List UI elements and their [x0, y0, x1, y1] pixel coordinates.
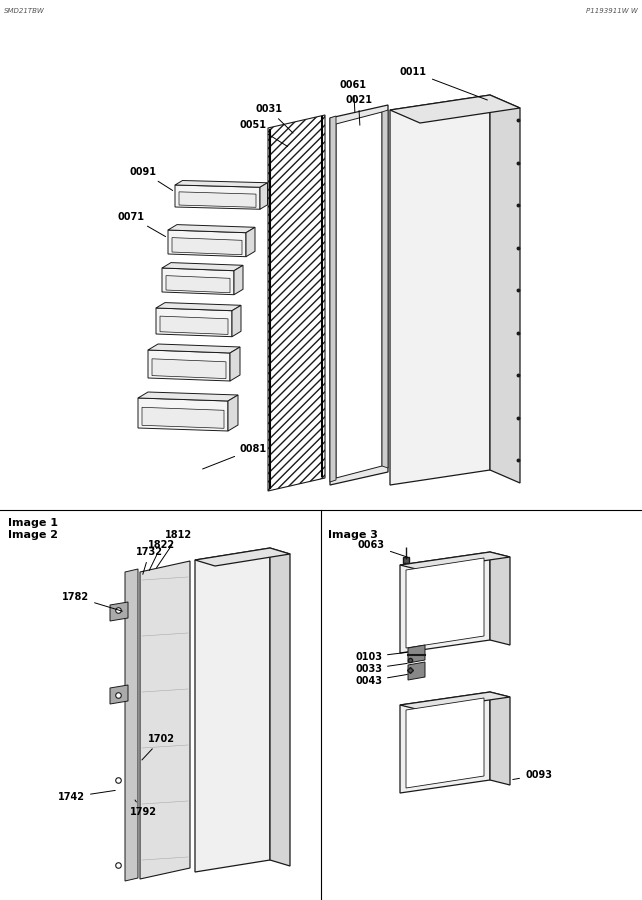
- Polygon shape: [400, 552, 490, 653]
- Text: SMD21TBW: SMD21TBW: [4, 8, 45, 14]
- Polygon shape: [246, 228, 255, 256]
- Polygon shape: [260, 183, 268, 210]
- Polygon shape: [152, 359, 226, 379]
- Polygon shape: [138, 398, 228, 431]
- Polygon shape: [268, 115, 325, 491]
- Text: 0061: 0061: [340, 80, 367, 112]
- Polygon shape: [234, 266, 243, 294]
- Polygon shape: [148, 350, 230, 381]
- Text: 0103: 0103: [355, 652, 407, 662]
- Polygon shape: [166, 275, 230, 292]
- Polygon shape: [490, 552, 510, 645]
- Polygon shape: [148, 344, 240, 353]
- Text: P1193911W W: P1193911W W: [586, 8, 638, 14]
- Polygon shape: [490, 95, 520, 483]
- Text: 0051: 0051: [240, 120, 288, 147]
- Polygon shape: [125, 569, 138, 881]
- Polygon shape: [140, 561, 190, 879]
- Polygon shape: [162, 263, 243, 271]
- Polygon shape: [179, 192, 256, 207]
- Polygon shape: [400, 552, 510, 570]
- Polygon shape: [408, 662, 425, 680]
- Text: 0081: 0081: [203, 444, 267, 469]
- Text: 0063: 0063: [358, 540, 408, 557]
- Text: 0011: 0011: [400, 67, 487, 100]
- Text: Image 1: Image 1: [8, 518, 58, 528]
- Polygon shape: [390, 95, 520, 123]
- Text: 1822: 1822: [148, 540, 175, 571]
- Text: Image 3: Image 3: [328, 530, 378, 540]
- Polygon shape: [110, 602, 128, 621]
- Polygon shape: [400, 692, 490, 793]
- Polygon shape: [156, 308, 232, 337]
- Polygon shape: [230, 347, 240, 381]
- Polygon shape: [160, 316, 228, 335]
- Polygon shape: [232, 305, 241, 337]
- Polygon shape: [390, 95, 490, 485]
- Polygon shape: [168, 225, 255, 233]
- Text: 1702: 1702: [142, 734, 175, 760]
- Text: 0093: 0093: [513, 770, 552, 780]
- Polygon shape: [228, 395, 238, 431]
- Polygon shape: [142, 408, 224, 428]
- Text: 0033: 0033: [355, 663, 407, 674]
- Polygon shape: [406, 558, 484, 648]
- Text: 1812: 1812: [157, 530, 192, 568]
- Polygon shape: [195, 548, 270, 872]
- Polygon shape: [168, 230, 246, 256]
- Text: 1782: 1782: [62, 592, 123, 611]
- Polygon shape: [490, 692, 510, 785]
- Text: 0031: 0031: [255, 104, 293, 133]
- Text: 1742: 1742: [58, 790, 116, 802]
- Polygon shape: [408, 645, 425, 663]
- Polygon shape: [175, 185, 260, 210]
- Polygon shape: [110, 685, 128, 704]
- Polygon shape: [195, 548, 290, 566]
- Polygon shape: [138, 392, 238, 401]
- Polygon shape: [406, 698, 484, 788]
- Text: 0071: 0071: [118, 212, 166, 237]
- Polygon shape: [382, 110, 388, 468]
- Text: 0091: 0091: [130, 167, 173, 191]
- Polygon shape: [172, 238, 242, 255]
- Text: 0043: 0043: [355, 674, 407, 686]
- Polygon shape: [156, 302, 241, 310]
- Polygon shape: [336, 112, 382, 478]
- Polygon shape: [330, 105, 388, 485]
- Polygon shape: [270, 548, 290, 866]
- Polygon shape: [330, 116, 336, 482]
- Polygon shape: [400, 692, 510, 710]
- Text: Image 2: Image 2: [8, 530, 58, 540]
- Polygon shape: [175, 181, 268, 187]
- Text: 0021: 0021: [345, 95, 372, 125]
- Polygon shape: [162, 268, 234, 294]
- Text: 1792: 1792: [130, 800, 157, 817]
- Text: 1732: 1732: [136, 547, 163, 574]
